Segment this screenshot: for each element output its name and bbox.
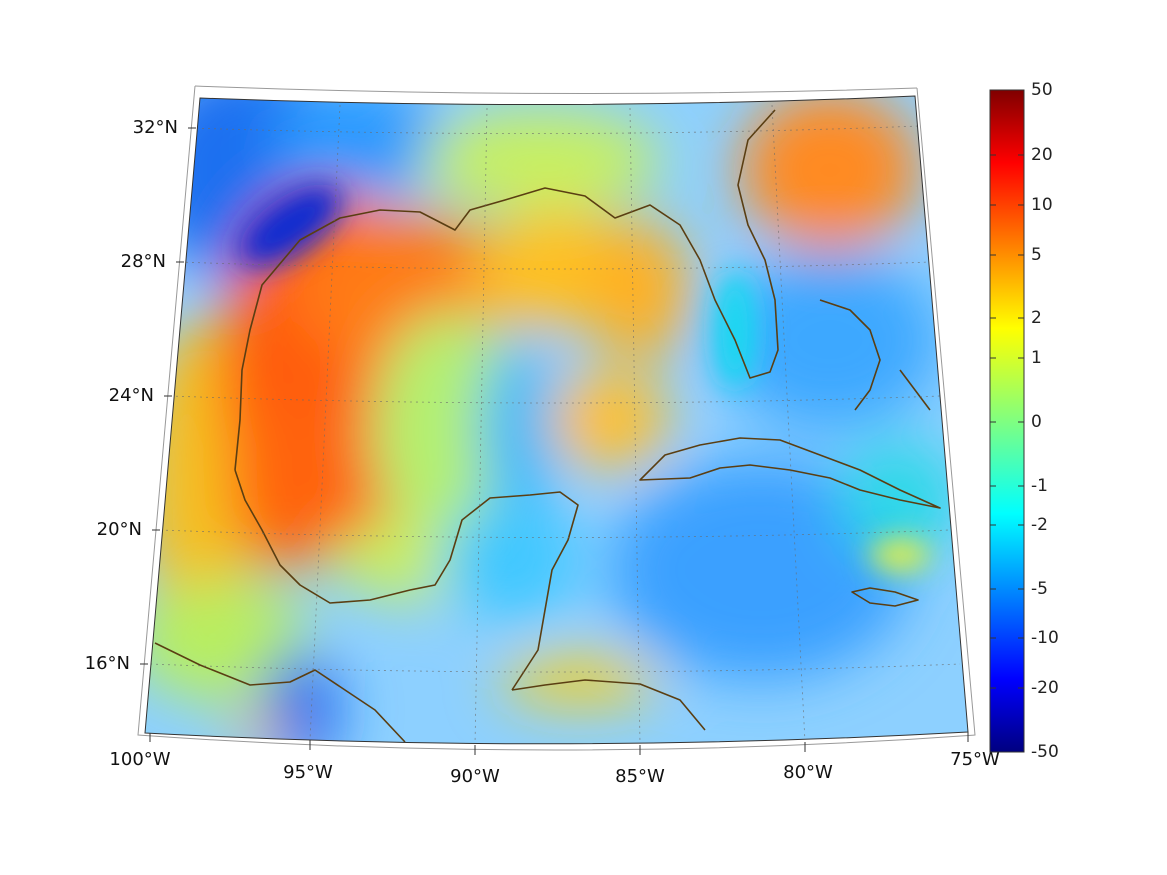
jamaica-outline xyxy=(851,587,919,607)
central-america-coastline xyxy=(511,679,706,731)
map-grid xyxy=(149,104,961,744)
colorbar-tick-label: 10 xyxy=(1031,195,1053,215)
bahamas-outline xyxy=(819,299,931,411)
lon-labels: 100°W 95°W 90°W 85°W 80°W 75°W xyxy=(109,749,1000,787)
pacific-coastline xyxy=(154,642,406,743)
colorbar-tick-label: -1 xyxy=(1031,476,1048,496)
colorbar-gradient xyxy=(989,89,1025,753)
colorbar-tick-label: 20 xyxy=(1031,145,1053,165)
lon-label-100: 100°W xyxy=(109,749,170,770)
mexico-coastline xyxy=(234,469,579,691)
coastlines xyxy=(154,109,941,743)
colorbar-tick-label: -2 xyxy=(1031,515,1048,535)
lat-label-16: 16°N xyxy=(85,653,130,674)
lon-label-75: 75°W xyxy=(950,749,1000,770)
lat-label-28: 28°N xyxy=(121,251,166,272)
lat-label-20: 20°N xyxy=(97,519,142,540)
colorbar-tick-label: 50 xyxy=(1031,80,1053,100)
colorbar-tick-label: -10 xyxy=(1031,628,1059,648)
lon-label-85: 85°W xyxy=(615,766,665,787)
lon-label-95: 95°W xyxy=(283,762,333,783)
lon-label-80: 80°W xyxy=(783,762,833,783)
colorbar-tick-label: 1 xyxy=(1031,348,1042,368)
lon-label-90: 90°W xyxy=(450,766,500,787)
colorbar-tick-label: -5 xyxy=(1031,579,1048,599)
lat-label-24: 24°N xyxy=(109,385,154,406)
lat-labels: 32°N 28°N 24°N 20°N 16°N xyxy=(85,117,178,674)
gulf-coastline xyxy=(234,109,779,471)
map-frame xyxy=(137,85,976,751)
colorbar-tick-label: 5 xyxy=(1031,245,1042,265)
lat-label-32: 32°N xyxy=(133,117,178,138)
map-field xyxy=(145,96,968,744)
colorbar-tick-label: -20 xyxy=(1031,678,1059,698)
cuba-outline xyxy=(639,437,941,509)
colorbar-tick-label: 2 xyxy=(1031,308,1042,328)
colorbar-tick-label: 0 xyxy=(1031,412,1042,432)
colorbar-tick-label: -50 xyxy=(1031,742,1059,762)
tick-marks xyxy=(140,127,969,755)
